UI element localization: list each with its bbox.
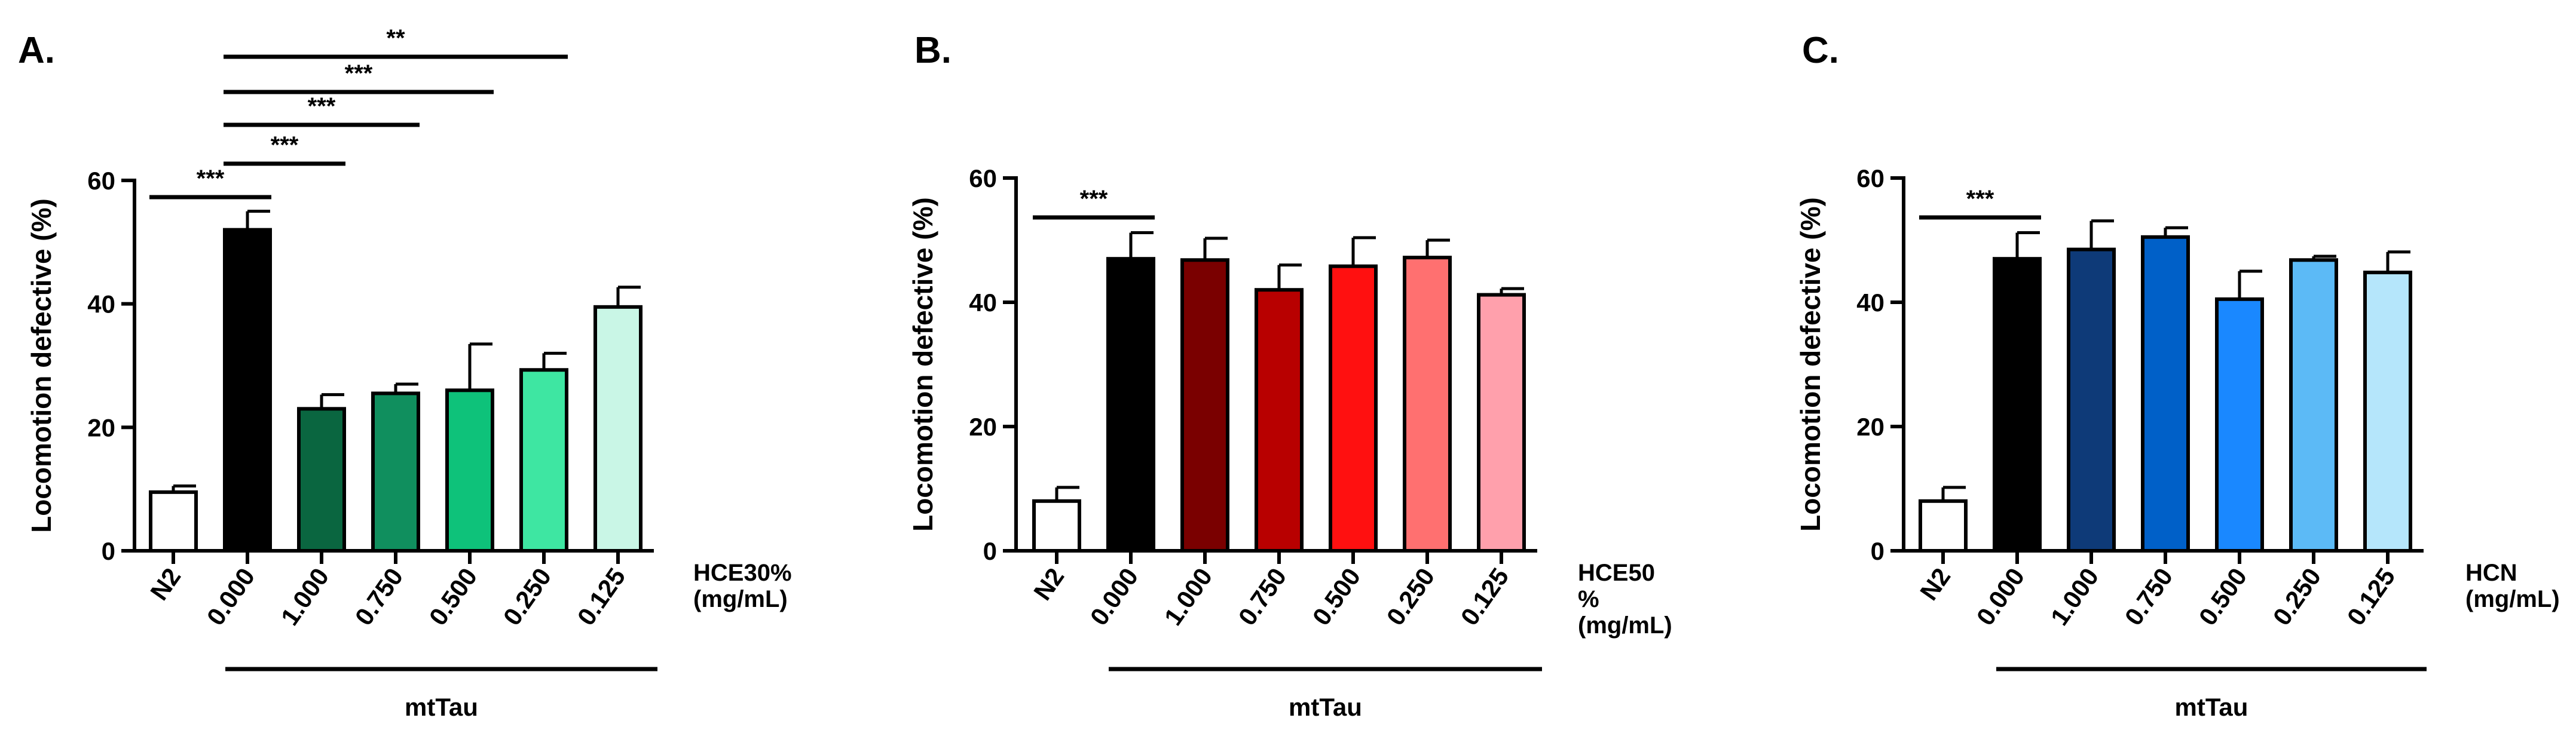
dose-label: % [1578, 586, 1599, 612]
dose-label: (mg/mL) [2465, 586, 2560, 612]
y-tick-label: 20 [1856, 413, 1884, 441]
dose-label: HCE30% [693, 560, 792, 586]
x-tick-label: 0.250 [1381, 563, 1440, 630]
x-tick-label: 0.500 [1307, 563, 1366, 630]
dose-label: (mg/mL) [693, 586, 788, 612]
bar [593, 305, 643, 553]
x-tick-label: 0.500 [424, 563, 483, 630]
x-tick-label: 0.750 [1233, 563, 1292, 630]
panel-letter: C. [1802, 30, 1839, 71]
x-tick-label: 0.500 [2193, 563, 2253, 630]
y-axis-label: Locomotion defective (%) [907, 197, 938, 532]
x-tick-label: 0.000 [1085, 563, 1144, 630]
chart-panel: B. Locomotion defective (%) 0 20 40 60 N2 0.000… [907, 30, 1672, 721]
x-tick-label: N2 [1914, 563, 1956, 605]
x-tick-label: 0.000 [201, 563, 261, 630]
y-tick-label: 40 [1856, 289, 1884, 317]
y-axis-label: Locomotion defective (%) [26, 198, 57, 533]
significance-label: *** [271, 132, 299, 158]
bar [1032, 499, 1081, 553]
bar [297, 407, 346, 553]
bar [1329, 264, 1378, 553]
group-label: mtTau [405, 693, 478, 721]
y-tick-label: 40 [969, 289, 997, 317]
dose-label: (mg/mL) [1578, 612, 1672, 639]
bar [1106, 257, 1155, 553]
x-tick-label: 1.000 [276, 563, 335, 630]
y-tick-label: 0 [983, 537, 997, 565]
y-tick-label: 60 [1856, 164, 1884, 192]
dose-label: HCE50 [1578, 560, 1655, 586]
significance-label: *** [345, 60, 373, 87]
x-tick-label: 0.125 [1455, 563, 1515, 630]
y-axis-label: Locomotion defective (%) [1795, 197, 1826, 532]
x-tick-label: 0.750 [2119, 563, 2179, 630]
x-tick-label: 1.000 [1159, 563, 1218, 630]
x-tick-label: N2 [145, 563, 186, 605]
x-tick-label: 0.750 [350, 563, 409, 630]
panel-letter: A. [18, 30, 55, 71]
bar [1477, 293, 1526, 553]
x-tick-label: 0.000 [1971, 563, 2030, 630]
y-tick-label: 60 [969, 164, 997, 192]
dose-label: HCN [2465, 560, 2517, 586]
bar [1403, 256, 1452, 553]
significance-label: *** [1080, 186, 1108, 212]
x-tick-label: 0.125 [572, 563, 631, 630]
x-tick-label: 0.250 [2268, 563, 2327, 630]
x-tick-label: 0.250 [498, 563, 557, 630]
x-tick-label: N2 [1028, 563, 1069, 605]
x-tick-label: 1.000 [2045, 563, 2104, 630]
panel-letter: B. [914, 30, 952, 71]
bar [223, 228, 272, 553]
bar [2289, 258, 2338, 553]
y-tick-label: 40 [87, 290, 115, 318]
group-label: mtTau [1289, 693, 1362, 721]
y-tick-label: 20 [969, 413, 997, 441]
chart-panel: C. Locomotion defective (%) 0 20 40 60 N2 0.000… [1795, 30, 2560, 721]
bar [519, 368, 568, 553]
bar [1255, 288, 1304, 553]
bar [1993, 257, 2042, 553]
bar [2363, 271, 2412, 553]
x-tick-label: 0.125 [2342, 563, 2401, 630]
bar [2067, 247, 2116, 553]
y-tick-label: 20 [87, 413, 115, 441]
bar [1180, 258, 1229, 553]
bar [445, 388, 494, 553]
significance-label: *** [308, 93, 336, 119]
significance-label: *** [197, 165, 225, 192]
bar [149, 490, 198, 553]
bar [1919, 499, 1968, 553]
significance-label: ** [386, 25, 405, 51]
bar [2141, 235, 2190, 553]
y-tick-label: 0 [102, 537, 115, 565]
significance-label: *** [1966, 186, 1994, 212]
y-tick-label: 60 [87, 167, 115, 195]
bar [371, 391, 420, 553]
bar [2215, 297, 2264, 553]
y-tick-label: 0 [1871, 537, 1884, 565]
group-label: mtTau [2175, 693, 2248, 721]
chart-panel: A. Locomotion defective (%) 0 20 40 60 N2 0.000… [18, 25, 792, 721]
